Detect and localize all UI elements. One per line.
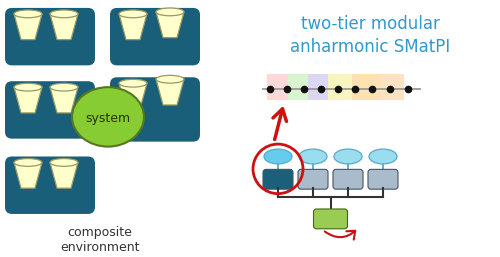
FancyArrowPatch shape: [273, 109, 286, 140]
Polygon shape: [50, 87, 78, 113]
FancyBboxPatch shape: [110, 77, 200, 142]
Bar: [267, 74, 319, 100]
Polygon shape: [14, 162, 42, 188]
Polygon shape: [14, 87, 42, 113]
Ellipse shape: [156, 8, 184, 16]
Polygon shape: [119, 83, 147, 109]
Bar: [288, 74, 340, 100]
FancyBboxPatch shape: [368, 169, 398, 189]
Ellipse shape: [119, 10, 147, 18]
Polygon shape: [119, 14, 147, 40]
Polygon shape: [156, 12, 184, 38]
Ellipse shape: [369, 149, 397, 164]
Text: two-tier modular
anharmonic SMatPI: two-tier modular anharmonic SMatPI: [290, 15, 450, 56]
Ellipse shape: [50, 83, 78, 91]
Ellipse shape: [50, 10, 78, 18]
FancyBboxPatch shape: [263, 169, 293, 189]
Ellipse shape: [50, 159, 78, 166]
FancyBboxPatch shape: [5, 157, 95, 214]
Polygon shape: [156, 79, 184, 105]
FancyBboxPatch shape: [333, 169, 363, 189]
FancyBboxPatch shape: [5, 8, 95, 65]
Ellipse shape: [14, 83, 42, 91]
Ellipse shape: [156, 75, 184, 83]
FancyBboxPatch shape: [314, 209, 348, 229]
Polygon shape: [14, 14, 42, 40]
Ellipse shape: [264, 149, 292, 164]
Ellipse shape: [14, 159, 42, 166]
FancyBboxPatch shape: [298, 169, 328, 189]
Ellipse shape: [72, 87, 144, 146]
Bar: [308, 74, 360, 100]
Ellipse shape: [119, 79, 147, 87]
Bar: [328, 74, 380, 100]
Ellipse shape: [334, 149, 362, 164]
Ellipse shape: [299, 149, 327, 164]
FancyBboxPatch shape: [110, 8, 200, 65]
FancyArrowPatch shape: [324, 231, 355, 240]
FancyBboxPatch shape: [5, 81, 95, 139]
Text: composite
environment: composite environment: [60, 226, 140, 254]
Bar: [352, 74, 404, 100]
Text: system: system: [86, 112, 130, 125]
Polygon shape: [50, 162, 78, 188]
Polygon shape: [50, 14, 78, 40]
Ellipse shape: [14, 10, 42, 18]
